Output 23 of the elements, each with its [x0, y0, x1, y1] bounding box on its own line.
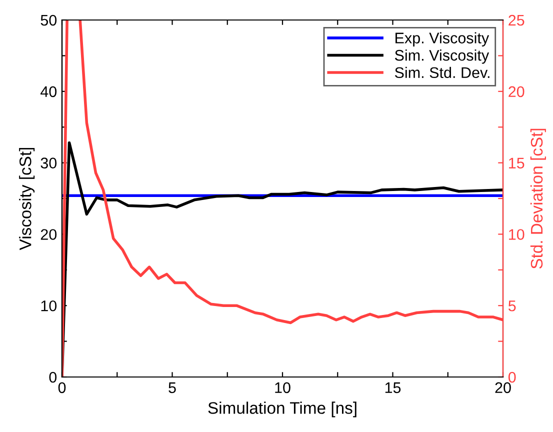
y-tick-label: 40 — [40, 86, 57, 98]
legend-label: Sim. Viscosity — [394, 50, 490, 64]
x-axis-title: Simulation Time [ns] — [208, 402, 356, 418]
y2-tick-label: 15 — [509, 158, 524, 168]
x-tick-label: 0 — [58, 382, 66, 394]
y-axis-title: Viscosity [cSt] — [19, 148, 35, 250]
y-tick-label: 10 — [41, 300, 57, 312]
legend-label: Exp. Viscosity — [396, 32, 490, 46]
y2-tick-label: 20 — [508, 86, 524, 98]
y2-axis-title: Std. Deviation [cSt] — [530, 128, 546, 269]
x-tick-label: 5 — [168, 382, 176, 394]
y-tick-label: 20 — [40, 229, 57, 240]
x-tick-label: 10 — [275, 382, 290, 394]
y2-tick-label: 0 — [508, 372, 516, 383]
y2-tick-label: 25 — [508, 14, 524, 26]
y2-tick-label: 10 — [509, 229, 524, 240]
y-tick-label: 0 — [49, 372, 57, 383]
x-tick-label: 20 — [495, 382, 511, 394]
x-tick-label: 15 — [385, 382, 401, 394]
y-tick-label: 50 — [40, 14, 57, 26]
y2-tick-label: 5 — [508, 300, 516, 312]
legend-label: Sim. Std. Dev. — [394, 66, 490, 78]
y-tick-label: 30 — [40, 158, 57, 168]
